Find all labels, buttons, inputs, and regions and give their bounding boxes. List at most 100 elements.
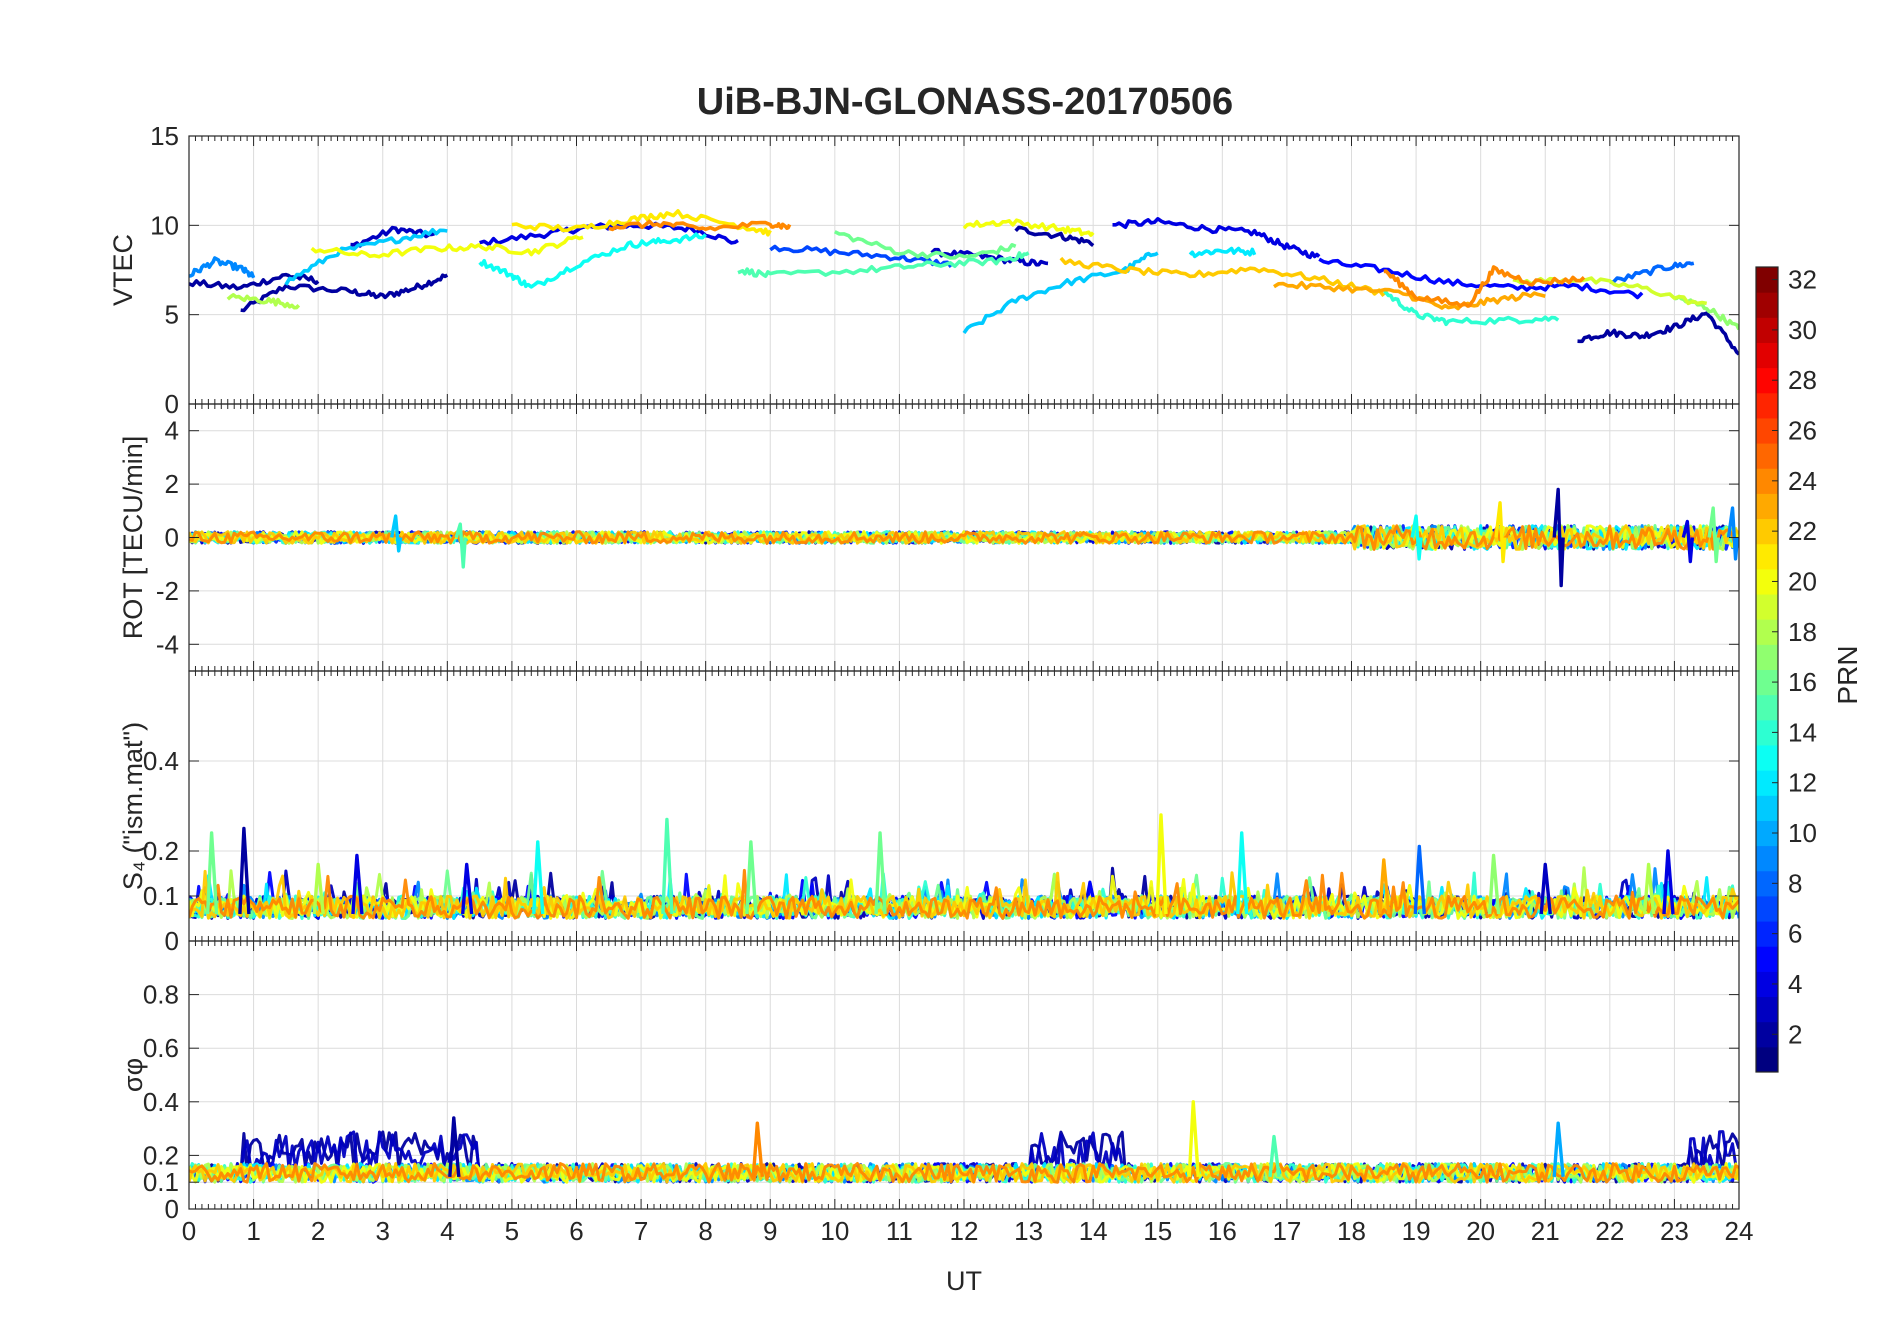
vtec-series-prn-24 — [1383, 265, 1586, 308]
x-tick-label: 11 — [886, 1216, 913, 1246]
colorbar-segment — [1756, 1021, 1778, 1048]
y-tick-label-sigma_phi: 0.8 — [143, 980, 179, 1010]
colorbar-label: PRN — [1832, 645, 1863, 704]
y-tick-label-s4: 0.1 — [143, 881, 179, 911]
y-tick-label-s4: 0.4 — [143, 746, 179, 776]
y-tick-label-rot: 4 — [165, 416, 179, 446]
y-tick-label-rot: -4 — [156, 629, 179, 659]
colorbar-tick-label: 22 — [1788, 516, 1817, 546]
sigma_phi-spike-prn-15 — [1268, 1134, 1281, 1178]
x-tick-label: 8 — [698, 1216, 712, 1246]
sigma_phi-spike-prn-20 — [1187, 1100, 1200, 1177]
vtec-series-prn-13 — [478, 232, 707, 289]
s4-spike-prn-18 — [1642, 862, 1656, 915]
y-tick-label-sigma_phi: 0.2 — [143, 1140, 179, 1170]
rot-spike-prn-15 — [454, 522, 467, 569]
sigma_phi-spike-prn-10 — [1552, 1121, 1565, 1177]
colorbar-segment — [1756, 292, 1778, 318]
x-tick-label: 23 — [1660, 1216, 1689, 1246]
colorbar-segment — [1756, 845, 1778, 872]
y-tick-label-vtec: 5 — [165, 300, 179, 330]
colorbar-tick-label: 16 — [1788, 667, 1817, 697]
s4-spike-prn-8 — [1413, 844, 1427, 915]
y-tick-label-rot: -2 — [156, 576, 179, 606]
s4-spike-prn-20 — [1155, 813, 1168, 915]
colorbar-segment — [1756, 543, 1778, 570]
colorbar-segment — [1756, 317, 1778, 343]
y-axis-label-sigma_phi: σφ — [118, 1058, 148, 1092]
vtec-series-prn-12 — [1188, 246, 1257, 259]
s4-spike-prn-4 — [1662, 849, 1675, 915]
s4-spike-prn-16 — [205, 831, 219, 915]
x-tick-label: 12 — [950, 1216, 979, 1246]
y-tick-label-sigma_phi: 0.4 — [143, 1087, 179, 1117]
colorbar-segment — [1756, 694, 1778, 721]
rot-spike-prn-11 — [389, 514, 403, 553]
s4-trace-prn-24 — [189, 868, 1739, 920]
vtec-series-prn-11 — [284, 228, 448, 286]
sigma_phi-spike-prn-24 — [751, 1121, 765, 1177]
vtec-series-prn-22 — [1059, 256, 1386, 298]
s4-spike-prn-2 — [238, 826, 251, 915]
colorbar-segment — [1756, 518, 1778, 545]
vtec-series-prn-3 — [350, 225, 435, 248]
colorbar-tick-label: 26 — [1788, 416, 1817, 446]
s4-spike-prn-3 — [1539, 862, 1552, 915]
vtec-series-prn-20 — [962, 218, 1095, 237]
rot-spike-prn-4 — [1681, 519, 1695, 564]
vtec-series-prn-24 — [608, 219, 792, 232]
plot-area-vtec — [189, 209, 1739, 356]
plot-area-s4 — [189, 813, 1739, 920]
vtec-series-prn-15 — [737, 251, 1030, 278]
x-tick-label: 22 — [1595, 1216, 1624, 1246]
y-axis-label-rot: ROT [TECU/min] — [118, 436, 148, 640]
colorbar-tick-label: 28 — [1788, 365, 1817, 395]
colorbar-segment — [1756, 1046, 1778, 1073]
vtec-series-prn-4 — [1112, 217, 1321, 260]
x-tick-label: 15 — [1143, 1216, 1172, 1246]
colorbar-segment — [1756, 568, 1778, 595]
x-tick-label: 9 — [763, 1216, 777, 1246]
x-tick-label: 6 — [569, 1216, 583, 1246]
plot-area-rot — [189, 487, 1739, 588]
colorbar-segment — [1756, 342, 1778, 369]
colorbar-tick-label: 10 — [1788, 818, 1817, 848]
colorbar-segment — [1756, 417, 1778, 444]
x-tick-label: 14 — [1079, 1216, 1108, 1246]
s4-spike-prn-16 — [874, 831, 887, 915]
rot-trace-prn-24 — [189, 524, 1739, 551]
colorbar-tick-label: 20 — [1788, 566, 1817, 596]
x-tick-label: 3 — [376, 1216, 390, 1246]
colorbar-segment — [1756, 493, 1778, 520]
colorbar-tick-label: 2 — [1788, 1019, 1802, 1049]
sigma_phi-spike-prn-2 — [448, 1116, 461, 1177]
x-tick-label: 16 — [1208, 1216, 1237, 1246]
vtec-series-prn-7 — [769, 244, 953, 269]
x-tick-label: 1 — [246, 1216, 260, 1246]
colorbar-segment — [1756, 870, 1778, 897]
panel-s4: 0 0.1 0.2 0.4S₄ ("ism.mat") — [118, 670, 1740, 956]
s4-trace-prn-22 — [189, 869, 1739, 920]
s4-spike-prn-15 — [661, 817, 674, 915]
colorbar-tick-label: 8 — [1788, 868, 1802, 898]
colorbar-segment — [1756, 996, 1778, 1023]
sigma_phi-trace-prn-22 — [189, 1162, 1739, 1184]
x-tick-label: 10 — [820, 1216, 849, 1246]
vtec-series-prn-8 — [1609, 261, 1695, 284]
colorbar-segment — [1756, 367, 1778, 394]
colorbar-tick-label: 6 — [1788, 919, 1802, 949]
colorbar-segment — [1756, 443, 1778, 469]
x-tick-label: 24 — [1725, 1216, 1754, 1246]
colorbar-tick-label: 4 — [1788, 969, 1802, 999]
y-tick-label-sigma_phi: 0 — [165, 1194, 179, 1224]
s4-spike-prn-18 — [312, 862, 325, 915]
y-tick-label-vtec: 10 — [150, 210, 179, 240]
colorbar-segment — [1756, 719, 1778, 746]
colorbar-tick-label: 30 — [1788, 315, 1817, 345]
colorbar-segment — [1756, 946, 1778, 972]
vtec-series-prn-16 — [833, 230, 1017, 260]
colorbar-segment — [1756, 669, 1778, 696]
x-tick-label: 21 — [1531, 1216, 1560, 1246]
